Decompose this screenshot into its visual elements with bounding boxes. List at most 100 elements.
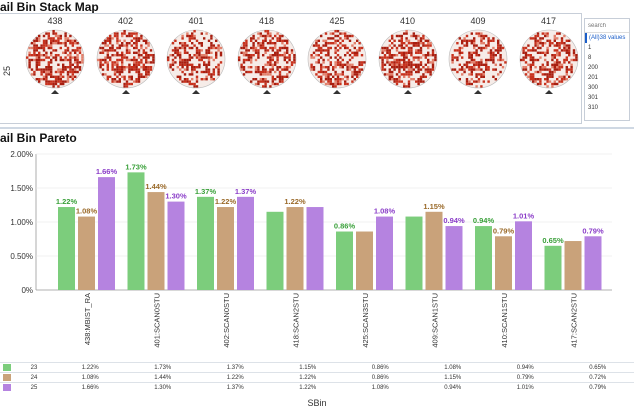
table-cell: 1.22% [199,372,272,383]
bar[interactable] [127,172,145,290]
wafer-map[interactable] [25,29,85,95]
bar[interactable] [98,177,115,290]
bar[interactable] [306,207,324,290]
wafer-label: 418 [258,16,275,26]
series-name: 25 [14,382,54,392]
y-tick-label: 1.50% [10,184,33,193]
bar-value-label: 1.37% [195,187,217,196]
wafer-map[interactable] [96,29,156,95]
y-tick-label: 2.00% [10,150,33,159]
table-cell: 0.94% [489,362,562,373]
wafer-map[interactable] [237,29,297,95]
bar-value-label: 0.86% [334,222,356,231]
wafer-label: 402 [117,16,134,26]
filter-option[interactable]: 201 [588,75,599,81]
series-name: 23 [14,362,54,373]
bar[interactable] [515,221,532,290]
bar[interactable] [286,207,304,290]
bar-value-label: 1.08% [374,207,396,216]
bar-value-label: 1.22% [56,197,78,206]
table-row: 23 1.22% 1.73% 1.37% 1.15% 0.86% 1.08% 0.94% 0.6… [0,362,634,373]
filter-option[interactable]: 8 [588,55,592,61]
series-name: 24 [14,372,54,383]
wafer-map[interactable] [519,29,579,95]
table-cell: 1.22% [271,372,344,383]
bar-value-label: 0.65% [542,236,564,245]
bar[interactable] [564,241,582,290]
table-cell: 1.01% [489,382,562,392]
x-tick-label: 402:SCAN0STU [222,293,231,348]
wafer-label: 438 [47,16,63,26]
bar[interactable] [544,245,562,290]
bar-value-label: 0.94% [443,216,465,225]
bar-value-label: 1.30% [165,192,187,201]
bar[interactable] [495,236,512,290]
x-tick-label: 409:SCAN1STU [430,293,439,348]
wafer-map[interactable] [307,29,367,95]
bar[interactable] [376,216,393,290]
table-cell: 1.30% [126,382,199,392]
bar-value-label: 0.79% [493,226,515,235]
bar[interactable] [217,207,234,290]
bar[interactable] [147,192,165,290]
table-cell: 1.66% [54,382,127,392]
bar-value-label: 1.37% [235,187,257,196]
bar[interactable] [475,226,492,290]
bar[interactable] [78,216,95,290]
wafer-map[interactable] [448,29,508,95]
x-tick-label: 417:SCAN2STU [569,293,578,348]
x-tick-label: 438:MBIST_RA [83,293,92,345]
table-cell: 0.65% [561,362,634,373]
bar-value-label: 1.66% [96,167,118,176]
table-row: 25 1.66% 1.30% 1.37% 1.22% 1.08% 0.94% 1.01% 0.7… [0,382,634,392]
data-table: 23 1.22% 1.73% 1.37% 1.15% 0.86% 1.08% 0.94% 0.6… [0,362,634,392]
bar[interactable] [197,196,214,290]
stack-map-panel: 25 438 402 401 418 425 410 409 417 [0,13,582,124]
bar[interactable] [58,207,75,290]
panel-divider [0,127,634,129]
bar-value-label: 0.94% [473,216,495,225]
bar[interactable] [425,211,443,290]
table-cell: 0.94% [416,382,489,392]
bar[interactable] [167,201,185,290]
wafer-map[interactable] [378,29,438,95]
filter-option[interactable]: 310 [588,105,599,111]
table-cell: 1.37% [199,362,272,373]
x-tick-label: 425:SCAN3STU [361,293,370,348]
filter-option[interactable]: 200 [588,65,599,71]
bar-value-label: 0.79% [582,226,604,235]
value-filter: (All)38 values 1 8 200 201 300 301 310 [584,18,630,121]
table-cell: 1.08% [54,372,127,383]
table-cell: 1.08% [344,382,417,392]
wafer-label: 417 [540,16,557,26]
filter-option[interactable]: 301 [588,95,599,101]
table-cell: 1.08% [416,362,489,373]
stack-map-title: ail Bin Stack Map [0,0,99,14]
filter-option[interactable]: 300 [588,85,599,91]
x-tick-label: 418:SCAN2STU [291,293,300,348]
filter-option[interactable]: 1 [588,45,592,51]
bar[interactable] [266,211,284,290]
bar[interactable] [356,231,373,290]
bar[interactable] [405,216,423,290]
bar[interactable] [237,196,254,290]
bar-value-label: 1.22% [284,197,306,206]
bar-value-label: 1.73% [125,162,147,171]
wafer-map[interactable] [166,29,226,95]
table-cell: 0.79% [489,372,562,383]
bar[interactable] [445,226,463,290]
table-cell: 0.86% [344,372,417,383]
filter-search-input[interactable] [585,19,629,33]
pareto-chart: 0% 0.50% 1.00% 1.50% 2.00% 1.22% 1.08% 1.66% 438… [0,145,634,413]
filter-option[interactable]: (All)38 values [585,33,629,43]
wafer-label: 410 [399,16,416,26]
bar-value-label: 1.15% [423,202,445,211]
x-axis-title: SBin [307,398,327,408]
legend-swatch [3,373,11,381]
table-cell: 0.86% [344,362,417,373]
pareto-title: ail Bin Pareto [0,131,77,145]
bar[interactable] [584,236,602,290]
bar[interactable] [336,231,353,290]
table-cell: 1.22% [271,382,344,392]
table-cell: 1.15% [416,372,489,383]
